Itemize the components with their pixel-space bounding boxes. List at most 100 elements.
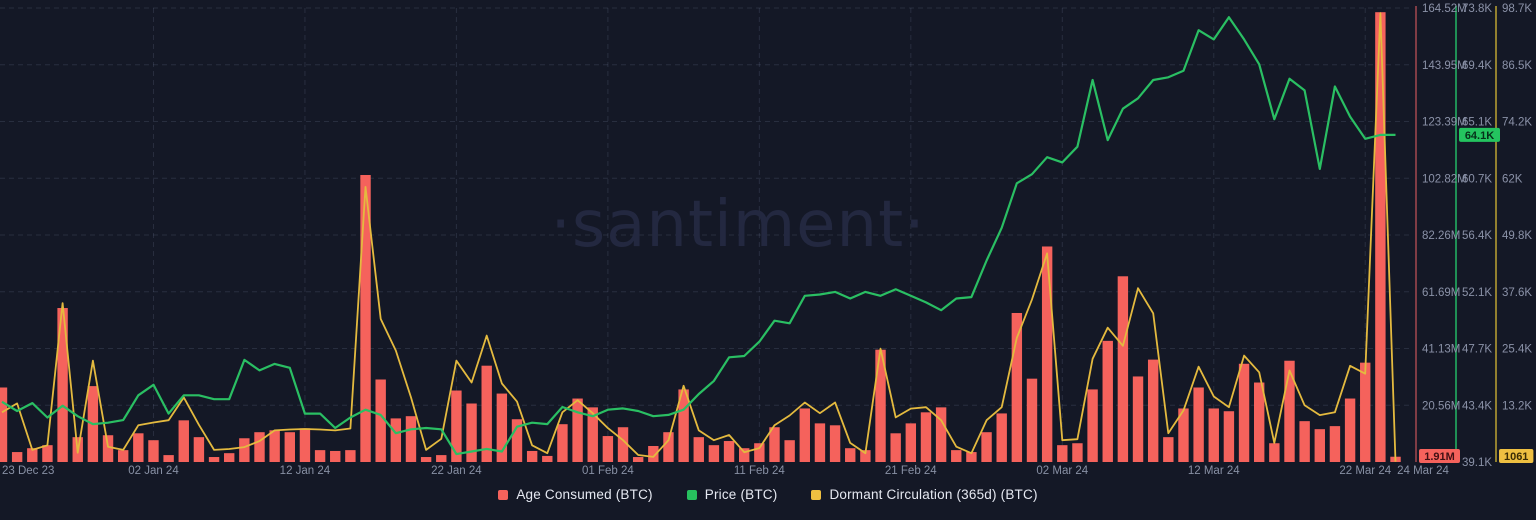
age-consumed-bar	[0, 387, 8, 462]
age-consumed-bar	[905, 423, 917, 462]
age-consumed-bar	[1041, 246, 1053, 462]
price-axis-tick: 65.1K	[1462, 117, 1492, 129]
age-consumed-bar	[966, 452, 977, 462]
legend-item-dormant-circulation[interactable]: Dormant Circulation (365d) (BTC)	[811, 487, 1037, 502]
dormant-axis-tick: 37.6K	[1502, 287, 1532, 299]
age-consumed-bar	[769, 427, 780, 462]
age-axis-tick: 82.26M	[1422, 230, 1460, 242]
age-current-badge-text: 1.91M	[1424, 451, 1455, 463]
age-consumed-bar	[1329, 426, 1341, 462]
age-consumed-bar	[1299, 421, 1310, 462]
age-consumed-bar	[496, 393, 508, 462]
price-axis-tick: 69.4K	[1462, 60, 1492, 72]
age-consumed-bar	[1163, 437, 1174, 462]
age-consumed-bar	[1344, 398, 1356, 462]
legend-label-price: Price (BTC)	[704, 487, 778, 502]
x-axis-tick: 01 Feb 24	[582, 465, 634, 477]
age-consumed-bar	[693, 437, 704, 462]
age-axis-tick: 143.95M	[1422, 60, 1467, 72]
age-consumed-bar	[360, 175, 371, 462]
age-consumed-bar	[193, 437, 205, 462]
age-consumed-bar	[996, 413, 1007, 462]
age-consumed-bar	[148, 440, 159, 462]
age-consumed-bar	[814, 423, 826, 462]
age-consumed-bar	[284, 432, 295, 462]
chart-legend: Age Consumed (BTC) Price (BTC) Dormant C…	[0, 487, 1536, 502]
dormant-axis-tick: 62K	[1502, 173, 1523, 185]
age-consumed-bar	[117, 450, 129, 462]
x-axis-tick: 12 Jan 24	[280, 465, 331, 477]
age-consumed-bar	[981, 432, 992, 462]
x-axis-tick: 11 Feb 24	[734, 465, 786, 477]
age-consumed-bar	[1102, 340, 1113, 462]
age-consumed-bar	[678, 389, 689, 462]
dormant-circulation-line	[1, 12, 1397, 462]
age-consumed-bar	[466, 403, 477, 462]
age-consumed-bar	[951, 450, 962, 462]
age-axis-tick: 20.56M	[1422, 400, 1460, 412]
age-current-badge	[1419, 449, 1460, 463]
age-consumed-bar	[345, 450, 356, 462]
age-consumed-bar	[860, 450, 871, 462]
age-consumed-bar	[617, 427, 629, 462]
x-axis-tick: 23 Dec 23	[2, 465, 54, 477]
age-consumed-bar	[178, 420, 189, 462]
legend-item-age-consumed[interactable]: Age Consumed (BTC)	[498, 487, 653, 502]
age-consumed-bar	[890, 433, 901, 462]
age-axis-tick: 41.13M	[1422, 344, 1460, 356]
age-consumed-bar	[526, 450, 538, 462]
age-consumed-bar	[1238, 363, 1250, 462]
age-consumed-bar	[829, 425, 841, 462]
age-consumed-bar	[602, 436, 614, 462]
age-consumed-bar	[784, 440, 795, 462]
price-current-badge	[1459, 127, 1500, 142]
age-consumed-bar	[133, 433, 144, 462]
age-consumed-bar	[436, 455, 447, 462]
age-consumed-bar	[754, 443, 765, 462]
age-consumed-bar	[1269, 443, 1280, 462]
age-consumed-bar	[1026, 378, 1038, 462]
dormant-axis-tick: 49.8K	[1502, 230, 1532, 242]
age-axis-tick: 102.82M	[1422, 173, 1467, 185]
age-consumed-bar	[224, 453, 235, 462]
age-consumed-bar	[723, 441, 735, 462]
x-axis-tick: 02 Mar 24	[1036, 465, 1088, 477]
x-axis-tick: 22 Jan 24	[431, 465, 482, 477]
age-consumed-bar	[1208, 408, 1219, 462]
age-consumed-bar	[42, 445, 53, 462]
age-consumed-bar	[663, 432, 674, 462]
age-consumed-bar	[1011, 312, 1023, 462]
price-axis-tick: 73.8K	[1462, 3, 1492, 15]
age-consumed-bar	[875, 349, 886, 462]
price-current-badge-text: 64.1K	[1465, 130, 1494, 142]
price-axis-tick: 47.7K	[1462, 344, 1492, 356]
age-consumed-bar	[845, 448, 856, 462]
dormant-axis-tick: 98.7K	[1502, 3, 1532, 15]
age-consumed-bar	[420, 457, 432, 462]
legend-label-age-consumed: Age Consumed (BTC)	[516, 487, 653, 502]
age-consumed-bar	[239, 438, 250, 462]
age-consumed-bar	[27, 448, 38, 462]
age-consumed-swatch-icon	[498, 489, 509, 500]
x-axis-tick: 12 Mar 24	[1188, 465, 1240, 477]
price-axis-tick: 52.1K	[1462, 287, 1492, 299]
age-consumed-bar	[269, 430, 280, 462]
age-consumed-bar	[330, 450, 341, 462]
age-consumed-bar	[1057, 445, 1068, 462]
age-axis-tick: 164.52M	[1422, 3, 1467, 15]
age-consumed-bar	[1375, 12, 1386, 462]
age-consumed-bar	[1087, 389, 1098, 462]
legend-item-price[interactable]: Price (BTC)	[686, 487, 778, 502]
age-consumed-bar	[935, 407, 947, 462]
age-consumed-bar	[11, 452, 23, 462]
price-axis-tick: 39.1K	[1462, 457, 1492, 469]
x-axis-tick: 22 Mar 24	[1339, 465, 1391, 477]
age-consumed-bar	[390, 418, 402, 462]
price-axis-tick: 56.4K	[1462, 230, 1492, 242]
age-consumed-bar	[405, 416, 417, 462]
dormant-axis-tick: 25.4K	[1502, 344, 1532, 356]
age-consumed-bar	[1360, 362, 1371, 462]
age-consumed-bar	[648, 445, 659, 462]
